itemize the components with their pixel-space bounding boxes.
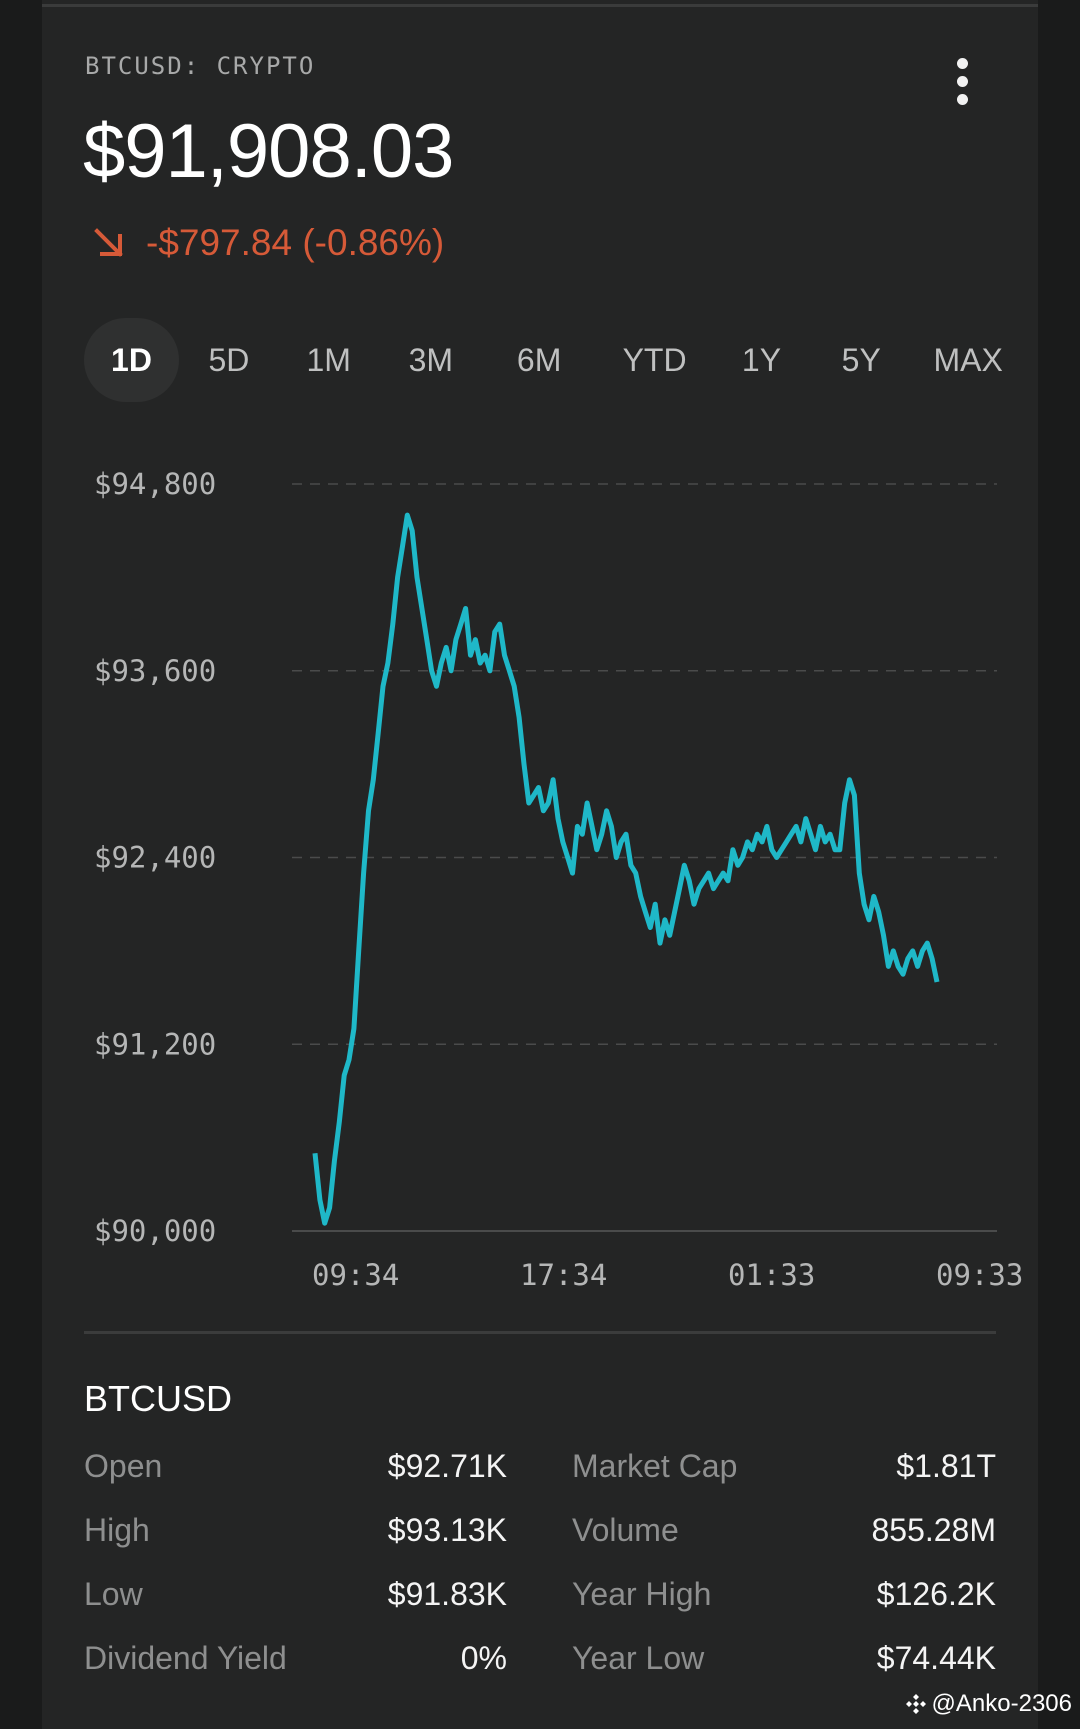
ticker-label: BTCUSD: CRYPTO: [85, 52, 316, 80]
stat-value-year-high: $126.2K: [876, 1576, 996, 1612]
tab-1d[interactable]: 1D: [84, 318, 180, 402]
tab-5d[interactable]: 5D: [208, 341, 250, 378]
stat-value-low: $91.83K: [387, 1576, 507, 1612]
tab-max[interactable]: MAX: [933, 341, 1003, 378]
tab-5y[interactable]: 5Y: [841, 341, 881, 378]
stat-value-dividend-yield: 0%: [460, 1640, 507, 1676]
price-change: -$797.84 (-0.86%): [92, 222, 444, 264]
stat-label-market-cap: Market Cap: [572, 1448, 738, 1484]
current-price: $91,908.03: [83, 109, 454, 194]
y-tick-label: $91,200: [94, 1027, 216, 1061]
stat-value-high: $93.13K: [387, 1512, 507, 1548]
watermark: @Anko-2306: [904, 1690, 1072, 1718]
stat-value-open: $92.71K: [387, 1448, 507, 1484]
x-tick-label: 09:34: [312, 1258, 399, 1292]
tab-3m[interactable]: 3M: [408, 341, 454, 378]
stats-title: BTCUSD: [84, 1378, 233, 1419]
stat-value-year-low: $74.44K: [876, 1640, 996, 1676]
tab-6m[interactable]: 6M: [516, 341, 562, 378]
arrow-down-right-icon: [94, 228, 123, 257]
y-tick-label: $90,000: [94, 1214, 216, 1248]
y-tick-label: $94,800: [94, 467, 216, 501]
price-chart[interactable]: $94,800 $93,600 $92,400 $91,200 $90,000 09:34…: [42, 440, 1038, 1310]
stat-label-volume: Volume: [572, 1512, 679, 1548]
price-series-line: [312, 512, 940, 1226]
stat-label-year-high: Year High: [572, 1576, 712, 1612]
tab-ytd[interactable]: YTD: [622, 341, 687, 378]
stat-value-volume: 855.28M: [871, 1512, 996, 1548]
x-tick-label: 17:34: [520, 1258, 607, 1292]
stat-label-dividend-yield: Dividend Yield: [84, 1640, 287, 1676]
stat-label-year-low: Year Low: [572, 1640, 705, 1676]
x-tick-label: 09:33: [936, 1258, 1023, 1292]
stat-label-low: Low: [84, 1576, 143, 1612]
range-tabs: 1D 5D 1M 3M 6M YTD 1Y 5Y MAX: [84, 318, 1038, 402]
x-tick-label: 01:33: [728, 1258, 815, 1292]
stat-label-high: High: [84, 1512, 150, 1548]
y-tick-label: $93,600: [94, 654, 216, 688]
section-divider: [84, 1331, 996, 1334]
binance-logo-icon: [905, 1694, 926, 1714]
stat-label-open: Open: [84, 1448, 163, 1484]
more-options-icon[interactable]: [947, 58, 977, 108]
price-change-text: -$797.84 (-0.86%): [146, 222, 445, 263]
y-tick-label: $92,400: [94, 841, 216, 875]
quote-screen: BTCUSD: CRYPTO $91,908.03 -$797.84 (-0.8…: [42, 0, 1038, 1729]
watermark-text: @Anko-2306: [931, 1690, 1072, 1717]
stat-value-market-cap: $1.81T: [896, 1448, 996, 1484]
tab-1m[interactable]: 1M: [306, 341, 351, 378]
top-divider: [42, 4, 1038, 7]
tab-1y[interactable]: 1Y: [741, 341, 782, 378]
